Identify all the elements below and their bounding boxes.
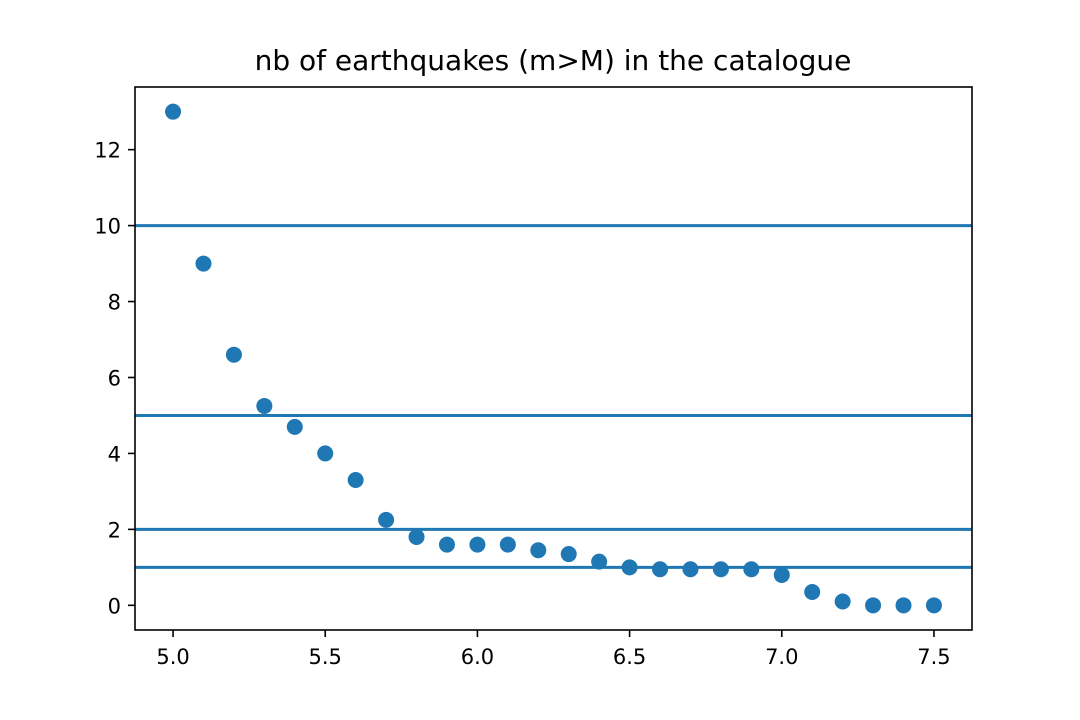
y-tick-label: 6: [108, 366, 121, 390]
x-tick-label: 7.5: [917, 645, 950, 669]
data-point-11: [499, 536, 516, 553]
data-point-8: [408, 528, 425, 545]
data-point-20: [773, 566, 790, 583]
x-tick-label: 5.5: [309, 645, 342, 669]
x-tick-label: 6.5: [613, 645, 646, 669]
data-point-23: [865, 597, 882, 614]
data-point-13: [560, 546, 577, 563]
horizontal-reference-lines: [135, 224, 972, 569]
data-point-22: [834, 593, 851, 610]
y-axis-ticks: 0 2 4 6 8 10 12: [94, 139, 135, 618]
data-point-5: [317, 445, 334, 462]
x-tick-label: 5.0: [156, 645, 189, 669]
data-point-16: [652, 561, 669, 578]
y-tick-label: 2: [108, 518, 121, 542]
data-point-25: [925, 597, 942, 614]
data-point-21: [804, 584, 821, 601]
data-point-15: [621, 559, 638, 576]
x-tick-label: 7.0: [765, 645, 798, 669]
data-point-2: [225, 346, 242, 363]
data-point-0: [165, 103, 182, 120]
data-point-12: [530, 542, 547, 559]
data-point-18: [712, 561, 729, 578]
scatter-points: [165, 103, 942, 614]
data-point-10: [469, 536, 486, 553]
y-tick-label: 10: [94, 215, 121, 239]
data-point-3: [256, 397, 273, 414]
plot-frame: [134, 86, 973, 631]
data-point-1: [195, 255, 212, 272]
y-tick-label: 4: [108, 442, 121, 466]
y-tick-label: 12: [94, 139, 121, 163]
y-tick-label: 0: [108, 594, 121, 618]
y-tick-label: 8: [108, 291, 121, 315]
data-point-6: [347, 472, 364, 489]
data-point-24: [895, 597, 912, 614]
data-point-4: [286, 418, 303, 435]
data-point-14: [591, 553, 608, 570]
data-point-19: [743, 561, 760, 578]
data-point-9: [438, 536, 455, 553]
x-axis-ticks: 5.0 5.5 6.0 6.5 7.0 7.5: [156, 630, 951, 669]
x-tick-label: 6.0: [461, 645, 494, 669]
chart-title: nb of earthquakes (m>M) in the catalogue: [255, 44, 852, 77]
data-point-7: [378, 511, 395, 528]
data-point-17: [682, 561, 699, 578]
